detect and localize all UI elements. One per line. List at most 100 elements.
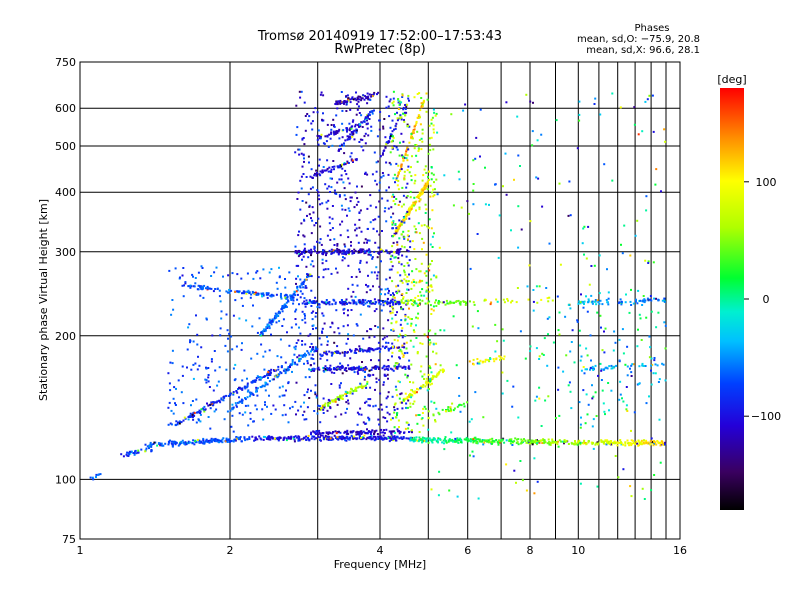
echo-point [417, 222, 420, 225]
echo-point [576, 147, 579, 150]
echo-point [391, 417, 394, 420]
echo-point [296, 356, 299, 359]
echo-point [494, 183, 496, 186]
echo-point [569, 214, 572, 217]
echo-point [416, 305, 419, 307]
echo-point [620, 243, 622, 246]
echo-point [444, 439, 447, 442]
echo-point [383, 210, 386, 213]
echo-point [331, 432, 334, 435]
echo-point [348, 136, 350, 139]
echo-point [321, 169, 324, 172]
echo-point [381, 408, 384, 411]
echo-point [213, 410, 216, 413]
echo-point [284, 286, 287, 289]
echo-point [343, 100, 346, 102]
echo-point [624, 363, 627, 366]
echo-point [302, 255, 305, 258]
echo-point [267, 292, 270, 295]
echo-point [241, 413, 244, 416]
echo-point [409, 393, 412, 396]
echo-point [328, 166, 331, 169]
echo-point [406, 374, 409, 377]
echo-point [235, 404, 238, 407]
echo-point [478, 440, 481, 443]
echo-point [213, 350, 216, 352]
echo-point [628, 444, 631, 447]
echo-point [400, 307, 403, 310]
echo-point [457, 441, 460, 444]
echo-point [595, 442, 598, 445]
echo-point [407, 213, 410, 216]
echo-point [388, 186, 390, 189]
echo-point [430, 118, 433, 121]
echo-point [271, 319, 274, 322]
echo-point [350, 309, 353, 311]
echo-point [294, 345, 297, 348]
echo-point [357, 386, 360, 389]
echo-point [304, 285, 307, 287]
echo-point [407, 94, 410, 97]
echo-point [270, 333, 272, 336]
echo-point [262, 435, 265, 438]
echo-point [246, 384, 249, 387]
echo-point [643, 298, 646, 301]
echo-point [203, 410, 206, 413]
echo-point [232, 314, 235, 317]
echo-point [552, 440, 555, 443]
echo-point [649, 443, 652, 446]
echo-point [474, 157, 477, 160]
echo-point [623, 224, 626, 227]
echo-point [231, 348, 234, 351]
echo-point [607, 297, 610, 300]
echo-point [391, 135, 394, 138]
echo-point [325, 252, 328, 255]
echo-point [410, 287, 413, 290]
echo-point [364, 302, 367, 305]
echo-point [527, 441, 530, 444]
echo-point [243, 436, 246, 439]
echo-point [262, 355, 265, 358]
echo-point [606, 439, 609, 442]
echo-point [298, 436, 301, 439]
echo-point [170, 423, 173, 426]
echo-point [529, 350, 532, 353]
echo-point [266, 323, 269, 326]
echo-point [620, 443, 623, 446]
echo-point [342, 181, 345, 184]
echo-point [268, 327, 271, 330]
echo-point [405, 149, 408, 152]
echo-point [338, 166, 341, 169]
echo-point [393, 234, 396, 237]
echo-point [301, 302, 304, 305]
echo-point [583, 225, 586, 228]
echo-point [385, 189, 388, 192]
echo-point [187, 442, 190, 445]
echo-point [171, 299, 174, 301]
echo-point [343, 162, 346, 164]
echo-point [307, 351, 310, 354]
echo-point [634, 300, 637, 303]
echo-point [358, 413, 361, 416]
echo-point [298, 251, 300, 253]
echo-point [406, 302, 409, 305]
echo-point [413, 182, 416, 185]
echo-point [337, 365, 340, 368]
echo-point [472, 189, 475, 192]
echo-point [303, 418, 306, 421]
echo-point [303, 300, 306, 303]
echo-point [241, 388, 244, 391]
echo-point [280, 372, 283, 375]
echo-point [399, 280, 402, 283]
echo-point [347, 177, 350, 180]
echo-point [388, 347, 391, 350]
echo-point [368, 249, 371, 252]
echo-point [400, 319, 403, 322]
echo-point [658, 378, 661, 381]
echo-point [432, 343, 435, 346]
echo-point [295, 264, 298, 267]
echo-point [341, 220, 344, 223]
echo-point [302, 173, 305, 175]
echo-point [452, 204, 455, 207]
echo-point [330, 186, 333, 189]
